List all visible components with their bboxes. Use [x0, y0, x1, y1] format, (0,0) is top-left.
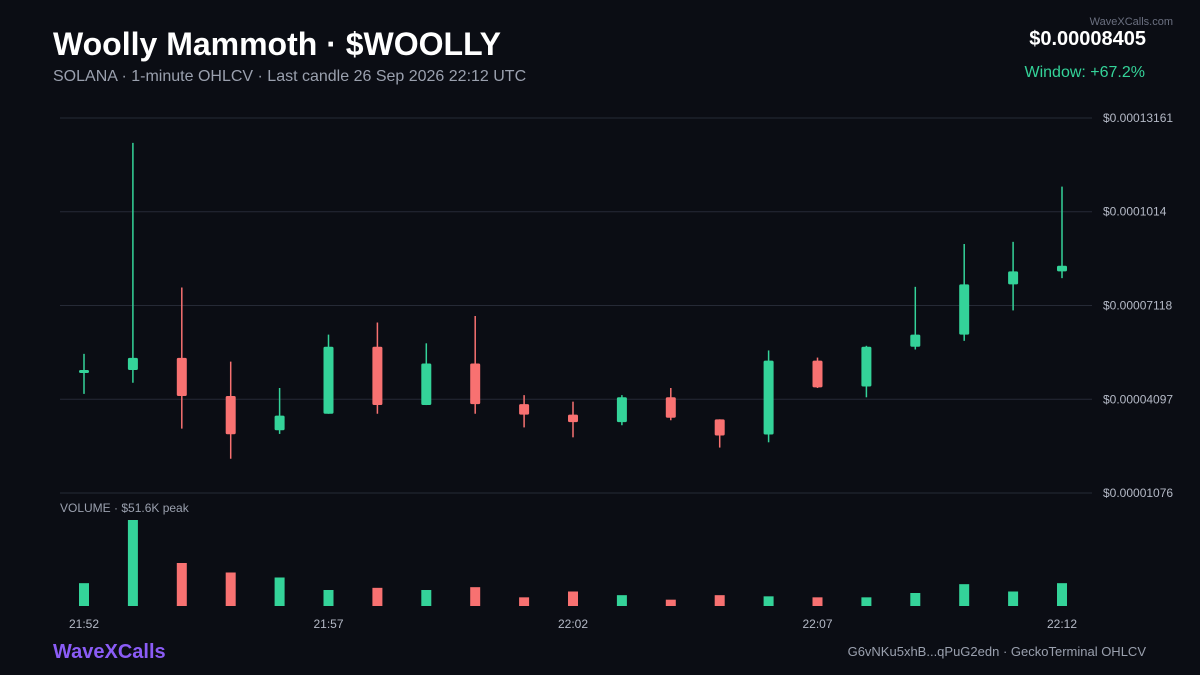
candles [79, 142, 1067, 459]
candle-body [1008, 271, 1019, 285]
volume-bar [763, 596, 774, 606]
candle [959, 244, 970, 341]
candle [176, 287, 187, 429]
chart-title: Woolly Mammoth · $WOOLLY [53, 26, 502, 62]
volume-bar [1057, 583, 1067, 606]
candle [714, 419, 725, 448]
volume-bar [568, 591, 578, 606]
pool-address-source: G6vNKu5xhB...qPuG2edn · GeckoTerminal OH… [847, 644, 1146, 659]
price-tick-label: $0.0001014 [1103, 205, 1167, 219]
volume-bar [274, 577, 285, 606]
time-tick-label: 22:07 [802, 617, 832, 631]
volume-bar [861, 597, 872, 606]
volume-bar [323, 590, 334, 606]
time-tick-label: 21:57 [313, 617, 343, 631]
volume-bar [127, 520, 138, 606]
volume-bar [225, 572, 236, 606]
candle-body [225, 396, 236, 435]
volume-bar [665, 599, 676, 606]
volume-bar [1008, 591, 1019, 606]
window-change: Window: +67.2% [1024, 64, 1145, 81]
candle-body [372, 346, 383, 406]
candle [665, 387, 676, 421]
candle-body [1057, 265, 1067, 272]
candle [323, 334, 334, 414]
time-axis: 21:52 21:57 22:02 22:07 22:12 [69, 617, 1077, 631]
candle-body [616, 397, 627, 423]
candle [568, 401, 578, 438]
price-tick-label: $0.00004097 [1103, 392, 1173, 406]
candle [763, 350, 774, 443]
candle-body [519, 404, 530, 415]
candle [1008, 241, 1019, 311]
candle-body [910, 334, 921, 347]
candle [470, 316, 481, 414]
candle-body [665, 397, 676, 418]
candle-body [568, 414, 578, 423]
volume-label: VOLUME · $51.6K peak [60, 501, 190, 515]
candle-body [127, 357, 138, 370]
candle-body [763, 360, 774, 435]
candle-body [470, 363, 481, 405]
candle-body [176, 357, 187, 397]
volume-bar [959, 584, 970, 606]
candle-body [861, 346, 872, 387]
candle [372, 322, 383, 414]
candle-body [714, 419, 725, 436]
volume-bar [616, 595, 627, 606]
candle-body [323, 346, 334, 414]
volume-bar [714, 595, 725, 606]
price-axis: $0.00013161 $0.0001014 $0.00007118 $0.00004… [1103, 111, 1173, 500]
candle [616, 395, 627, 426]
volume-bar [519, 597, 530, 606]
volume-bar [372, 587, 383, 606]
brand-logo-text[interactable]: WaveXCalls [53, 641, 166, 663]
price-gridlines [60, 117, 1092, 494]
candle [861, 345, 872, 398]
candle [1057, 186, 1067, 279]
volume-bar [176, 563, 187, 606]
candle [519, 395, 530, 428]
volume-bar [79, 583, 89, 606]
candle-body [421, 363, 432, 406]
candle-body [79, 369, 89, 373]
candle [274, 387, 285, 434]
price-tick-label: $0.00013161 [1103, 111, 1173, 125]
candle [910, 286, 921, 350]
price-tick-label: $0.00001076 [1103, 486, 1173, 500]
candle-body [812, 360, 823, 388]
volume-bars [79, 520, 1067, 606]
candle [812, 357, 823, 388]
chart-subtitle: SOLANA · 1-minute OHLCV · Last candle 26… [53, 68, 527, 85]
volume-bar [910, 593, 921, 606]
time-tick-label: 21:52 [69, 617, 99, 631]
time-tick-label: 22:12 [1047, 617, 1077, 631]
candle [79, 353, 89, 394]
current-price: $0.00008405 [1029, 28, 1146, 50]
candle-body [274, 415, 285, 431]
time-tick-label: 22:02 [558, 617, 588, 631]
price-tick-label: $0.00007118 [1103, 299, 1173, 313]
volume-bar [470, 587, 481, 606]
candle [225, 361, 236, 459]
candle [421, 343, 432, 406]
volume-bar [812, 597, 823, 606]
volume-bar [421, 590, 432, 606]
watermark: WaveXCalls.com [1089, 16, 1173, 28]
candle [127, 142, 138, 383]
candle-body [959, 284, 970, 335]
